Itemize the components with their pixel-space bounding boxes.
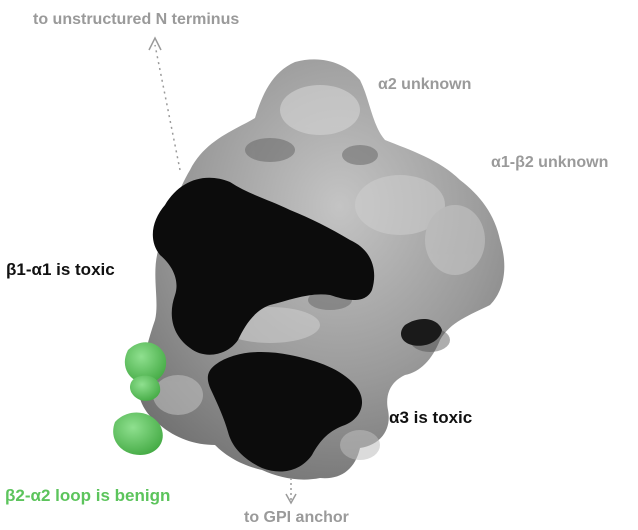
beta1-alpha1-label: β1-α1 is toxic	[6, 260, 115, 279]
surface-highlights	[153, 85, 485, 460]
alpha3-region	[207, 352, 363, 472]
alpha2-label: α2 unknown	[378, 76, 472, 93]
beta2-alpha2-label: β2-α2 loop is benign	[5, 486, 171, 505]
gpi-anchor-leader	[285, 478, 297, 505]
alpha1-beta2-label: α1-β2 unknown	[491, 154, 609, 171]
gpi-anchor-label: to GPI anchor	[244, 509, 349, 526]
n-terminus-label: to unstructured N terminus	[33, 11, 240, 28]
alpha2-dark-patch	[400, 318, 442, 346]
beta1-alpha1-region	[152, 177, 375, 355]
alpha3-label: α3 is toxic	[389, 408, 473, 427]
beta2-alpha2-region	[113, 342, 167, 455]
n-terminus-leader	[148, 36, 181, 171]
